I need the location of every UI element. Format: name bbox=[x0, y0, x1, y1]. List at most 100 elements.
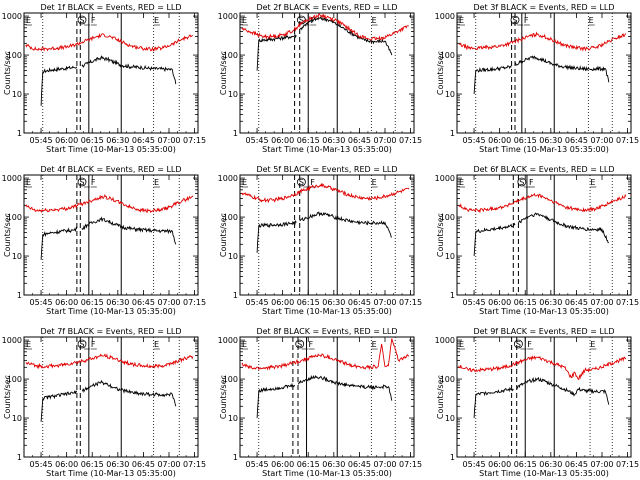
y-tick-label: 1000 bbox=[2, 174, 22, 183]
y-tick-label: 1000 bbox=[2, 12, 22, 21]
panel-title: Det 6f BLACK = Events, RED = LLD bbox=[473, 165, 614, 174]
x-tick-label: 06:15 bbox=[297, 298, 320, 307]
x-tick-label: 06:30 bbox=[539, 460, 562, 469]
plot-frame bbox=[456, 12, 632, 134]
y-tick-label: 1000 bbox=[435, 336, 455, 345]
events-series-line bbox=[40, 226, 78, 260]
marker-label: E bbox=[590, 340, 595, 349]
x-tick-label: 06:15 bbox=[514, 298, 537, 307]
lld-series-line bbox=[241, 182, 410, 204]
marker-label: S bbox=[79, 178, 84, 187]
marker-label: E bbox=[589, 16, 594, 25]
y-axis-label: Counts/sec bbox=[436, 51, 445, 95]
panel-title: Det 3f BLACK = Events, RED = LLD bbox=[473, 3, 614, 12]
events-series-line bbox=[517, 212, 609, 244]
x-tick-label: 06:00 bbox=[55, 136, 78, 145]
y-axis-label: Counts/sec bbox=[436, 213, 445, 257]
detector-panel-6: Det 6f BLACK = Events, RED = LLD 1 10 100 10… bbox=[435, 165, 639, 316]
events-series-line bbox=[299, 211, 393, 238]
marker-circle bbox=[77, 15, 87, 25]
x-tick-label: 07:15 bbox=[399, 136, 422, 145]
events-series-line bbox=[256, 219, 297, 253]
marker-label: S bbox=[299, 178, 304, 187]
lld-series-line bbox=[458, 192, 627, 214]
y-tick-label: 10 bbox=[228, 414, 238, 423]
events-series-line bbox=[40, 390, 78, 422]
x-tick-label: 07:00 bbox=[157, 298, 180, 307]
marker-label: F bbox=[91, 340, 96, 349]
y-tick-label: 1 bbox=[233, 129, 238, 138]
detector-panel-4: Det 4f BLACK = Events, RED = LLD 1 10 100 10… bbox=[2, 165, 206, 316]
x-axis-label: Start Time (10-Mar-13 05:35:00) bbox=[46, 307, 176, 316]
marker-label: S bbox=[79, 340, 84, 349]
x-tick-label: 06:15 bbox=[81, 136, 104, 145]
x-tick-label: 07:15 bbox=[616, 136, 639, 145]
x-tick-label: 07:15 bbox=[399, 298, 422, 307]
events-series-line bbox=[473, 386, 514, 419]
marker-label: E bbox=[372, 340, 377, 349]
lld-series-line bbox=[25, 353, 194, 370]
y-tick-label: 100 bbox=[440, 51, 455, 60]
y-tick-label: 10 bbox=[12, 90, 22, 99]
x-tick-label: 06:30 bbox=[539, 298, 562, 307]
x-tick-label: 06:15 bbox=[297, 136, 320, 145]
marker-label: E bbox=[372, 16, 377, 25]
x-axis-label: Start Time (10-Mar-13 05:35:00) bbox=[479, 469, 609, 478]
marker-label: E bbox=[26, 340, 31, 349]
y-tick-label: 10 bbox=[228, 90, 238, 99]
marker-label: E bbox=[459, 16, 464, 25]
x-tick-label: 05:45 bbox=[30, 298, 53, 307]
x-tick-label: 05:45 bbox=[463, 298, 486, 307]
plot-frame bbox=[239, 174, 415, 296]
x-axis-label: Start Time (10-Mar-13 05:35:00) bbox=[262, 145, 392, 154]
plot-frame bbox=[239, 336, 415, 458]
marker-label: E bbox=[154, 178, 159, 187]
x-axis-label: Start Time (10-Mar-13 05:35:00) bbox=[46, 469, 176, 478]
x-tick-label: 06:45 bbox=[132, 136, 155, 145]
y-tick-label: 10 bbox=[445, 252, 455, 261]
events-series-line bbox=[299, 15, 393, 56]
x-tick-label: 07:15 bbox=[183, 136, 206, 145]
marker-label: S bbox=[79, 16, 84, 25]
x-tick-label: 07:15 bbox=[183, 298, 206, 307]
x-tick-label: 07:00 bbox=[590, 298, 613, 307]
marker-label: S bbox=[512, 16, 517, 25]
y-tick-label: 1000 bbox=[218, 174, 238, 183]
x-tick-label: 06:15 bbox=[81, 298, 104, 307]
events-series-line bbox=[298, 374, 393, 401]
y-tick-label: 100 bbox=[7, 213, 22, 222]
events-series-line bbox=[81, 55, 177, 85]
x-tick-label: 06:00 bbox=[271, 136, 294, 145]
x-tick-label: 06:00 bbox=[55, 460, 78, 469]
y-tick-label: 10 bbox=[12, 252, 22, 261]
marker-label: F bbox=[91, 178, 96, 187]
x-axis-label: Start Time (10-Mar-13 05:35:00) bbox=[479, 145, 609, 154]
plot-frame bbox=[456, 174, 632, 296]
plot-frame bbox=[23, 174, 199, 296]
x-tick-label: 05:45 bbox=[246, 460, 269, 469]
x-tick-label: 07:15 bbox=[183, 460, 206, 469]
y-tick-label: 10 bbox=[228, 252, 238, 261]
x-tick-label: 05:45 bbox=[30, 460, 53, 469]
x-tick-label: 06:00 bbox=[488, 298, 511, 307]
events-series-line bbox=[81, 379, 177, 407]
marker-circle bbox=[510, 15, 520, 25]
y-tick-label: 1 bbox=[17, 291, 22, 300]
detector-panel-1: Det 1f BLACK = Events, RED = LLD 1 10 100 10… bbox=[2, 3, 206, 154]
x-axis-label: Start Time (10-Mar-13 05:35:00) bbox=[262, 307, 392, 316]
y-tick-label: 100 bbox=[7, 51, 22, 60]
marker-label: S bbox=[297, 340, 302, 349]
x-tick-label: 07:15 bbox=[616, 460, 639, 469]
events-series-line bbox=[516, 376, 610, 405]
x-tick-label: 06:15 bbox=[514, 460, 537, 469]
panel-title: Det 1f BLACK = Events, RED = LLD bbox=[40, 3, 181, 12]
lld-series-line bbox=[241, 338, 410, 371]
plot-frame bbox=[23, 12, 199, 134]
x-tick-label: 06:00 bbox=[271, 460, 294, 469]
panel-title: Det 8f BLACK = Events, RED = LLD bbox=[256, 327, 397, 336]
marker-label: E bbox=[242, 16, 247, 25]
detector-panel-3: Det 3f BLACK = Events, RED = LLD 1 10 100 10… bbox=[435, 3, 639, 154]
y-axis-label: Counts/sec bbox=[219, 213, 228, 257]
x-tick-label: 06:30 bbox=[106, 460, 129, 469]
